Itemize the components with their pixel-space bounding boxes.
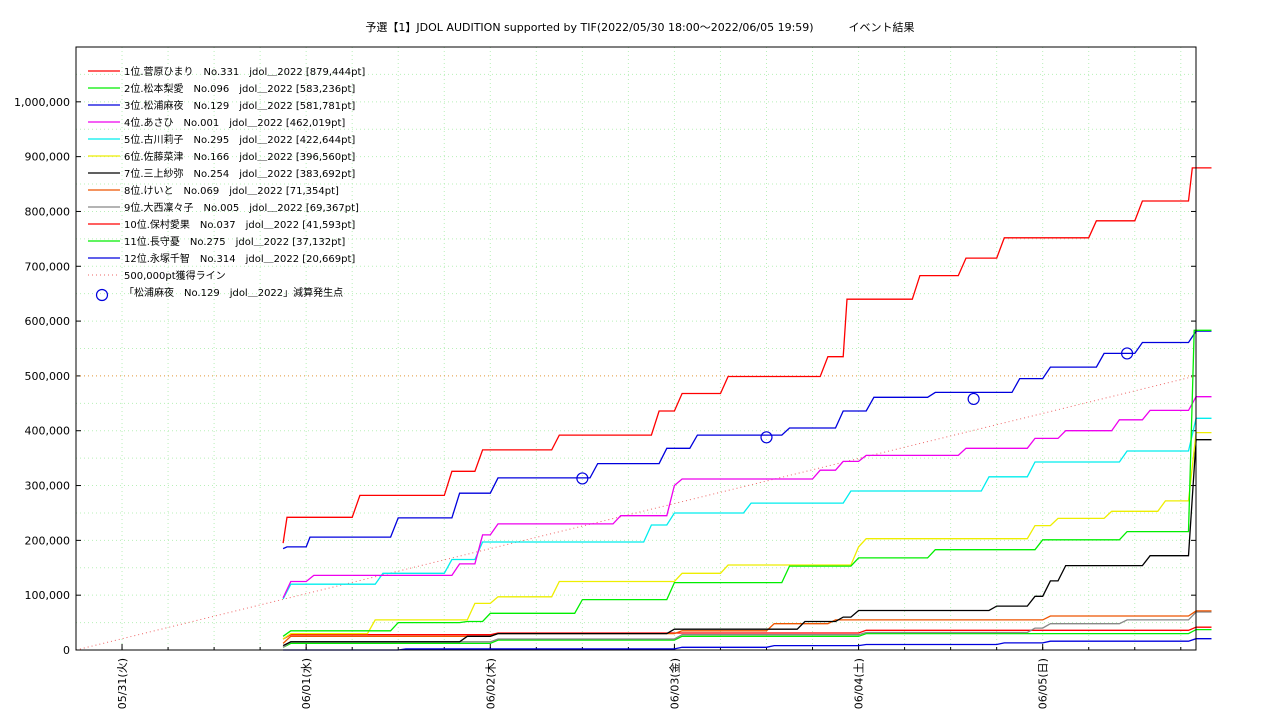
x-tick-label: 06/05(日): [1037, 658, 1050, 709]
legend-label: 8位.けいと No.069 jdol＿2022 [71,354pt]: [124, 184, 339, 197]
legend-label: 「松浦麻夜 No.129 jdol＿2022」減算発生点: [124, 286, 343, 299]
deduction-marker: [1120, 347, 1134, 360]
y-tick-label: 300,000: [25, 480, 71, 493]
x-tick-label: 06/01(水): [300, 658, 313, 709]
deduction-marker: [576, 472, 589, 485]
series-line-5: [282, 417, 1212, 600]
legend-label: 12位.永塚千智 No.314 jdol＿2022 [20,669pt]: [124, 252, 355, 265]
legend-label: 10位.保村愛果 No.037 jdol＿2022 [41,593pt]: [124, 218, 355, 231]
legend-label: 11位.長守憂 No.275 jdol＿2022 [37,132pt]: [124, 235, 345, 248]
legend-label: 500,000pt獲得ライン: [124, 269, 226, 282]
legend-label: 1位.菅原ひまり No.331 jdol＿2022 [879,444pt]: [124, 65, 365, 78]
x-tick-label: 06/03(金): [667, 658, 681, 709]
series-line-7: [282, 439, 1212, 647]
legend-label: 9位.大西凜々子 No.005 jdol＿2022 [69,367pt]: [124, 201, 359, 214]
legend-label: 7位.三上紗弥 No.254 jdol＿2022 [383,692pt]: [124, 167, 355, 180]
y-tick-label: 800,000: [25, 205, 71, 218]
series-line-2: [282, 329, 1212, 637]
legend-label: 2位.松本梨愛 No.096 jdol＿2022 [583,236pt]: [124, 82, 355, 95]
x-tick-label: 05/31(火): [116, 658, 129, 709]
series-line-10: [282, 626, 1212, 640]
series-line-1: [282, 167, 1212, 544]
y-tick-label: 500,000: [25, 370, 71, 383]
y-tick-label: 1,000,000: [14, 96, 70, 109]
legend-label: 3位.松浦麻夜 No.129 jdol＿2022 [581,781pt]: [124, 99, 355, 112]
y-tick-label: 700,000: [25, 260, 71, 273]
legend-label: 5位.古川莉子 No.295 jdol＿2022 [422,644pt]: [124, 133, 355, 146]
x-tick-label: 06/04(土): [853, 658, 866, 709]
series-line-3: [282, 330, 1212, 550]
y-tick-label: 900,000: [25, 151, 71, 164]
deduction-marker: [967, 392, 980, 406]
legend-label: 4位.あさひ No.001 jdol＿2022 [462,019pt]: [124, 116, 345, 129]
series-line-12: [283, 638, 1212, 651]
y-tick-label: 400,000: [25, 425, 71, 438]
series-line-4: [282, 396, 1212, 599]
y-tick-label: 0: [63, 644, 70, 657]
series-line-9: [282, 611, 1212, 648]
legend-label: 6位.佐藤菜津 No.166 jdol＿2022 [396,560pt]: [124, 150, 355, 163]
x-tick-label: 06/02(木): [484, 658, 497, 709]
plot-frame: [75, 46, 1197, 651]
deduction-marker: [760, 431, 773, 444]
series-line-6: [282, 431, 1212, 640]
y-tick-label: 600,000: [25, 315, 71, 328]
y-tick-label: 200,000: [25, 534, 71, 547]
y-tick-label: 100,000: [25, 589, 71, 602]
chart-title: 予選【1】JDOL AUDITION supported by TIF(2022…: [365, 21, 915, 34]
legend-swatch: [95, 288, 109, 302]
reference-line: [75, 375, 1197, 651]
series-line-11: [282, 628, 1212, 648]
